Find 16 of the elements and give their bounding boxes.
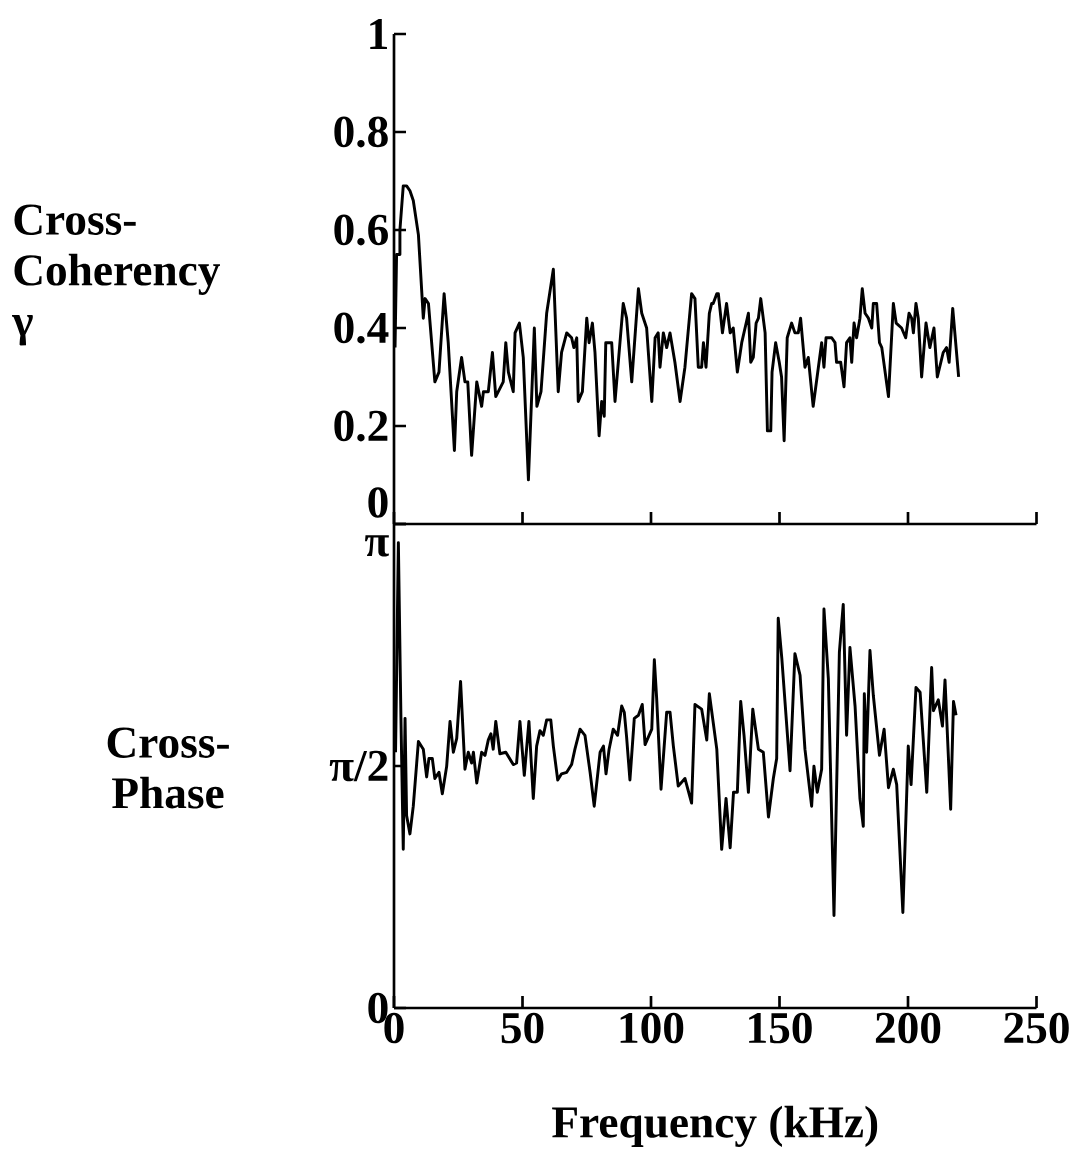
x-tick-label: 100 [620, 1012, 684, 1044]
y-tick-label: 0.6 [334, 214, 388, 246]
y-axis-title: Cross-Phase [107, 727, 229, 809]
y-axis-title: Cross-Coherency γ [12, 204, 220, 346]
y-tick-label: 0.8 [334, 116, 388, 148]
x-tick-label: 250 [1004, 1012, 1069, 1044]
x-tick-label: 50 [501, 1012, 544, 1044]
y-tick-label: π [365, 535, 389, 557]
x-tick-label: 200 [875, 1012, 941, 1044]
x-axis-title: Frequency (kHz) [552, 1105, 878, 1148]
y-tick-label: π/2 [329, 750, 388, 782]
x-tick-label: 150 [749, 1012, 812, 1044]
y-tick-label: 0.2 [334, 410, 388, 442]
y-tick-label: 0 [368, 487, 388, 518]
y-tick-label: 0.4 [334, 312, 389, 344]
y-tick-label: 1 [370, 19, 387, 49]
